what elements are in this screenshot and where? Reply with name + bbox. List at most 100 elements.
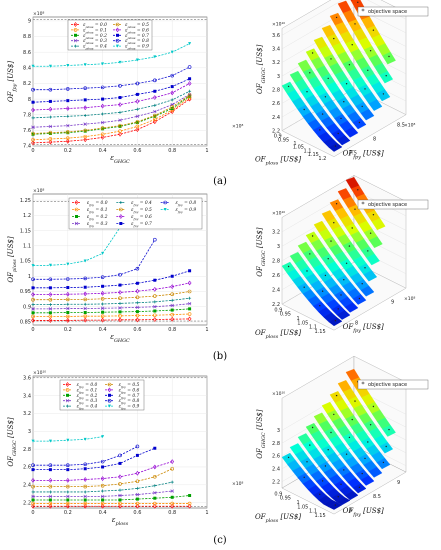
data-point — [118, 501, 122, 506]
y-exponent-label: ×10⁸ — [33, 11, 44, 17]
surface-cell — [352, 483, 367, 494]
legend-box — [67, 19, 153, 51]
objective-point — [327, 77, 329, 80]
data-point — [66, 262, 70, 266]
objective-point — [327, 449, 329, 451]
data-point — [100, 494, 105, 499]
x-tick-label: 0.4 — [99, 148, 107, 154]
data-point — [153, 114, 157, 118]
data-point — [83, 484, 87, 489]
data-point — [100, 476, 105, 481]
objective-point — [333, 222, 335, 224]
data-point — [48, 501, 53, 506]
y-tick-label: 8 — [349, 508, 352, 514]
legend-marker — [66, 404, 69, 408]
objective-point — [358, 297, 361, 300]
x-tick-label: 1.05 — [293, 145, 304, 151]
data-point — [188, 296, 192, 300]
objective-point — [334, 320, 337, 322]
data-point — [135, 492, 140, 497]
data-point — [135, 92, 139, 96]
data-point — [152, 317, 157, 322]
legend-entry: εfpy = 0.7 — [119, 394, 140, 400]
x-tick-label: 1.1 — [303, 148, 311, 154]
y-tick-label: 3.4 — [23, 393, 31, 399]
objective-point — [327, 258, 329, 260]
data-point — [135, 486, 139, 490]
data-point — [65, 138, 70, 144]
legend-entry: εploss = 0.5 — [125, 23, 149, 29]
data-point — [170, 90, 175, 96]
x-tick-label: 1.05 — [297, 504, 308, 510]
legend-entry: εploss = 0.4 — [83, 45, 107, 51]
legend-entry: εploss = 0.6 — [125, 28, 149, 34]
x-tick-label: 1 — [205, 148, 208, 154]
data-point — [48, 130, 53, 135]
y-axis-label: OFfpy [US$] — [343, 323, 384, 334]
objective-point — [287, 85, 290, 88]
y-tick-label: 8 — [355, 321, 358, 327]
data-point — [31, 100, 35, 104]
data-point — [48, 490, 52, 494]
objective-point — [311, 426, 314, 429]
x-tick-label: 0.8 — [168, 510, 176, 516]
y-tick-label: 8.8 — [23, 34, 31, 40]
data-point — [118, 296, 122, 300]
objective-point — [357, 1, 359, 3]
data-point — [135, 281, 139, 285]
data-point — [153, 55, 157, 59]
legend-entry: εfpy = 0.5 — [131, 208, 152, 214]
data-point — [66, 306, 70, 311]
legend-entry: εfpy = 0.0 — [77, 383, 98, 389]
data-point — [101, 97, 105, 101]
data-point — [48, 124, 53, 129]
x-tick-label: 0.6 — [133, 327, 141, 333]
data-point — [135, 317, 140, 323]
data-point — [31, 64, 35, 68]
legend-entry: εfpy = 0.3 — [87, 222, 108, 228]
x-tick-label: 1.1 — [309, 325, 317, 331]
objective-point — [303, 476, 305, 478]
data-point — [100, 132, 105, 137]
data-point — [83, 503, 88, 509]
data-point — [48, 106, 53, 112]
objective-point — [348, 245, 351, 247]
data-point — [118, 84, 122, 88]
data-point — [66, 114, 70, 118]
y-tick-label: 2.8 — [23, 447, 31, 453]
data-point — [135, 479, 140, 484]
data-point — [118, 488, 122, 492]
z-tick-label: 2.8 — [272, 441, 280, 447]
z-tick-label: 2.8 — [272, 87, 280, 93]
data-point — [152, 95, 157, 100]
objective-point — [345, 83, 348, 85]
data-point — [187, 280, 192, 286]
data-point — [153, 474, 157, 479]
data-point — [135, 266, 140, 271]
legend-marker: * — [362, 9, 365, 16]
data-point — [83, 98, 87, 102]
data-point — [66, 468, 70, 472]
panel-label-a: (a) — [213, 176, 227, 187]
legend-entry: εploss = 0.0 — [83, 23, 107, 29]
z-grid-line — [281, 388, 407, 431]
data-point — [187, 65, 192, 69]
legend-entry: εfpy = 0.1 — [87, 208, 108, 214]
data-point — [153, 313, 157, 318]
data-point — [135, 121, 139, 125]
surface-cell — [376, 89, 391, 102]
data-point — [101, 302, 105, 306]
z-tick-label: 2.2 — [272, 479, 280, 485]
data-point — [100, 314, 105, 318]
x-tick-label: 0 — [31, 510, 34, 516]
surface-cell — [328, 502, 343, 510]
objective-point — [358, 121, 361, 124]
data-point — [170, 98, 174, 102]
y-tick-label: 0.85 — [20, 320, 31, 326]
legend-marker — [107, 398, 112, 403]
data-point — [170, 308, 174, 312]
x-tick-label: 1.15 — [315, 513, 326, 519]
data-point — [118, 453, 122, 458]
y-tick-label: 1.1 — [23, 243, 31, 249]
x-tick-label: 0.2 — [64, 148, 72, 154]
